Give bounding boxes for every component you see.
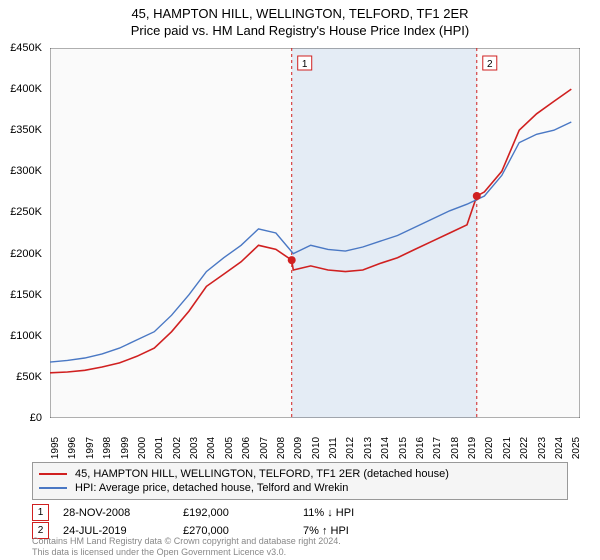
y-tick-label: £0 xyxy=(30,412,42,424)
x-tick-label: 2022 xyxy=(519,437,530,459)
title-block: 45, HAMPTON HILL, WELLINGTON, TELFORD, T… xyxy=(0,0,600,38)
x-axis: 1995 1996 1997 1998 1999 2000 2001 2002 2003 2004… xyxy=(50,420,580,460)
sale-marker-1: 1 xyxy=(32,504,49,521)
y-tick-label: £200K xyxy=(10,248,42,260)
x-tick-label: 2016 xyxy=(415,437,426,459)
x-tick-label: 2018 xyxy=(450,437,461,459)
x-tick-label: 2012 xyxy=(345,437,356,459)
chart-container: 45, HAMPTON HILL, WELLINGTON, TELFORD, T… xyxy=(0,0,600,560)
footer: Contains HM Land Registry data © Crown c… xyxy=(32,536,341,558)
x-tick-label: 2013 xyxy=(363,437,374,459)
sale-date-2: 24-JUL-2019 xyxy=(63,525,183,537)
svg-text:2: 2 xyxy=(487,59,493,70)
footer-line-2: This data is licensed under the Open Gov… xyxy=(32,547,341,558)
y-tick-label: £300K xyxy=(10,165,42,177)
x-tick-label: 2011 xyxy=(328,437,339,459)
svg-text:1: 1 xyxy=(302,59,308,70)
legend-swatch xyxy=(39,473,67,475)
legend-label: 45, HAMPTON HILL, WELLINGTON, TELFORD, T… xyxy=(75,468,449,480)
legend: 45, HAMPTON HILL, WELLINGTON, TELFORD, T… xyxy=(32,462,568,500)
x-tick-label: 2020 xyxy=(484,437,495,459)
legend-label: HPI: Average price, detached house, Telf… xyxy=(75,482,348,494)
y-tick-label: £450K xyxy=(10,42,42,54)
legend-row: 45, HAMPTON HILL, WELLINGTON, TELFORD, T… xyxy=(39,467,561,481)
footer-line-1: Contains HM Land Registry data © Crown c… xyxy=(32,536,341,547)
x-tick-label: 2003 xyxy=(189,437,200,459)
x-tick-label: 2017 xyxy=(432,437,443,459)
x-tick-label: 2023 xyxy=(537,437,548,459)
y-axis: £0£50K£100K£150K£200K£250K£300K£350K£400… xyxy=(0,48,46,418)
sale-delta-1: 11% ↓ HPI xyxy=(303,507,423,519)
sale-price-1: £192,000 xyxy=(183,507,303,519)
title-line-1: 45, HAMPTON HILL, WELLINGTON, TELFORD, T… xyxy=(0,6,600,21)
y-tick-label: £50K xyxy=(16,371,42,383)
x-tick-label: 1998 xyxy=(102,437,113,459)
x-tick-label: 2021 xyxy=(502,437,513,459)
x-tick-label: 2008 xyxy=(276,437,287,459)
x-tick-label: 1997 xyxy=(85,437,96,459)
legend-row: HPI: Average price, detached house, Telf… xyxy=(39,481,561,495)
y-tick-label: £100K xyxy=(10,330,42,342)
x-tick-label: 2015 xyxy=(398,437,409,459)
sale-delta-2: 7% ↑ HPI xyxy=(303,525,423,537)
x-tick-label: 2014 xyxy=(380,437,391,459)
x-tick-label: 2000 xyxy=(137,437,148,459)
x-tick-label: 1995 xyxy=(50,437,61,459)
x-tick-label: 2002 xyxy=(172,437,183,459)
x-tick-label: 1996 xyxy=(67,437,78,459)
y-tick-label: £350K xyxy=(10,124,42,136)
x-tick-label: 1999 xyxy=(120,437,131,459)
title-line-2: Price paid vs. HM Land Registry's House … xyxy=(0,23,600,38)
chart-svg: 12 xyxy=(50,48,580,418)
x-tick-label: 2004 xyxy=(206,437,217,459)
x-tick-label: 2009 xyxy=(293,437,304,459)
sale-date-1: 28-NOV-2008 xyxy=(63,507,183,519)
sale-row-1: 1 28-NOV-2008 £192,000 11% ↓ HPI xyxy=(32,504,568,521)
x-tick-label: 2024 xyxy=(554,437,565,459)
sale-price-2: £270,000 xyxy=(183,525,303,537)
x-tick-label: 2005 xyxy=(224,437,235,459)
x-tick-label: 2007 xyxy=(259,437,270,459)
y-tick-label: £400K xyxy=(10,83,42,95)
x-tick-label: 2010 xyxy=(311,437,322,459)
x-tick-label: 2019 xyxy=(467,437,478,459)
y-tick-label: £150K xyxy=(10,289,42,301)
x-tick-label: 2001 xyxy=(154,437,165,459)
plot-area: 12 xyxy=(50,48,580,418)
y-tick-label: £250K xyxy=(10,206,42,218)
legend-swatch xyxy=(39,487,67,489)
x-tick-label: 2006 xyxy=(241,437,252,459)
x-tick-label: 2025 xyxy=(571,437,582,459)
